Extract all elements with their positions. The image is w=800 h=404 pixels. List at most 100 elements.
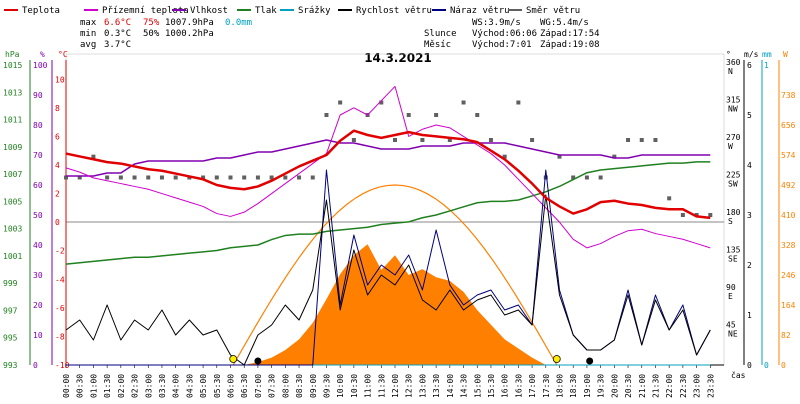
humidity-tick: 90 <box>33 91 43 100</box>
rain-tick: 0 <box>764 361 769 370</box>
direction-deg-tick: 360 <box>726 58 741 67</box>
stats-min-label: min <box>80 29 96 39</box>
pressure-tick: 1011 <box>3 116 22 125</box>
unit-w: W <box>783 50 788 59</box>
wind-direction-point <box>91 154 96 159</box>
pressure-tick: 1005 <box>3 197 22 206</box>
humidity-tick: 70 <box>33 151 43 160</box>
direction-compass-tick: E <box>728 292 733 301</box>
temp-tick: -10 <box>55 361 70 370</box>
pressure-tick: 993 <box>3 361 18 370</box>
humidity-tick: 80 <box>33 121 43 130</box>
legend-vlhkost: Vlhkost <box>190 6 228 16</box>
x-tick-label: 12:30 <box>405 374 414 398</box>
stats-avg-label: avg <box>80 40 96 50</box>
wind-direction-point <box>146 175 151 180</box>
wind-direction-point <box>571 175 576 180</box>
wind-direction-point <box>516 100 521 105</box>
stats-block: max min avg 6.6°C 0.3°C 3.7°C 75% 50% 10… <box>80 18 600 50</box>
solar-tick: 164 <box>781 301 796 310</box>
x-tick-label: 08:00 <box>281 374 290 398</box>
series-line-přízemní-teplota <box>65 85 711 249</box>
wind-direction-point <box>118 175 123 180</box>
wind-direction-point <box>626 138 631 142</box>
temp-tick: 8 <box>55 104 60 113</box>
temp-tick: -8 <box>55 332 65 341</box>
stats-press-min: 1000.2hPa <box>165 29 214 39</box>
x-tick-label: 03:00 <box>144 374 153 398</box>
x-tick-label: 11:00 <box>364 374 373 398</box>
direction-deg-tick: 225 <box>726 171 741 180</box>
wind-direction-point <box>324 113 329 117</box>
wind-direction-point <box>351 138 356 142</box>
wind-direction-point <box>159 175 164 180</box>
pressure-tick: 1015 <box>3 61 22 70</box>
wind-direction-point <box>77 175 82 180</box>
x-tick-label: 13:30 <box>432 374 441 398</box>
stats-rain-max: 0.0mm <box>225 18 252 28</box>
wind-direction-point <box>584 175 589 180</box>
unit-temp: °C <box>58 50 68 59</box>
solar-tick: 410 <box>781 211 796 220</box>
direction-deg-tick: 270 <box>726 133 741 142</box>
stats-wg: WG:5.4m/s <box>540 18 589 28</box>
x-tick-label: 06:30 <box>240 374 249 398</box>
temp-tick: -2 <box>55 247 65 256</box>
x-tick-label: 05:30 <box>213 374 222 398</box>
x-tick-label: 18:00 <box>556 374 565 398</box>
x-tick-label: 09:00 <box>309 374 318 398</box>
x-tick-label: 17:30 <box>542 374 551 398</box>
stats-sunset: Západ:17:54 <box>540 29 600 39</box>
x-tick-label: 13:00 <box>418 374 427 398</box>
wind-tick: 2 <box>747 261 752 270</box>
unit-hpa: hPa <box>5 50 20 59</box>
wind-direction-point <box>105 175 110 180</box>
legend-rychlost-vetru: Rychlost větru <box>356 6 432 16</box>
x-tick-label: 00:30 <box>76 374 85 398</box>
unit-pct: % <box>40 50 45 59</box>
direction-compass-tick: NW <box>728 105 738 114</box>
wind-direction-point <box>269 175 274 180</box>
wind-tick: 3 <box>747 211 752 220</box>
wind-direction-point <box>310 175 315 180</box>
pressure-tick: 1013 <box>3 88 22 97</box>
wind-direction-point <box>653 138 658 142</box>
temp-tick: 10 <box>55 75 65 84</box>
temp-tick: 4 <box>55 161 60 170</box>
stats-press-max: 1007.9hPa <box>165 18 214 28</box>
stats-hum-max: 75% <box>143 18 160 28</box>
x-tick-label: 18:30 <box>569 374 578 398</box>
x-tick-label: 22:30 <box>679 374 688 398</box>
solar-radiation-area <box>244 244 546 365</box>
x-axis-labels: 00:00 00:30 01:00 01:30 02:00 02:30 03:00 03:30… <box>62 365 715 398</box>
direction-deg-tick: 90 <box>726 283 736 292</box>
wind-direction-point <box>338 100 343 105</box>
x-tick-label: 17:00 <box>528 374 537 398</box>
x-tick-label: 01:30 <box>103 374 112 398</box>
solar-tick: 738 <box>781 91 796 100</box>
solar-tick: 0 <box>781 361 786 370</box>
x-tick-label: 02:30 <box>131 374 140 398</box>
series-line-rychlost-větru <box>65 194 711 366</box>
wind-tick: 5 <box>747 111 752 120</box>
x-tick-label: 11:30 <box>377 374 386 398</box>
legend-teplota: Teplota <box>22 6 60 16</box>
humidity-tick: 40 <box>33 241 43 250</box>
legend-smer-vetru: Směr větru <box>526 6 580 16</box>
humidity-tick: 10 <box>33 331 43 340</box>
pressure-tick: 1009 <box>3 143 22 152</box>
x-tick-label: 07:30 <box>268 374 277 398</box>
x-tick-label: 20:00 <box>610 374 619 398</box>
x-tick-label: 09:30 <box>322 374 331 398</box>
temp-tick: -6 <box>55 304 65 313</box>
solar-tick: 328 <box>781 241 796 250</box>
humidity-tick: 60 <box>33 181 43 190</box>
wind-direction-point <box>612 154 617 159</box>
direction-compass-tick: N <box>728 67 733 76</box>
humidity-tick: 50 <box>33 211 43 220</box>
direction-compass-tick: NE <box>728 330 738 339</box>
chart-title: 14.3.2021 <box>364 51 432 65</box>
legend-prizemni-teplota: Přízemní teplota <box>102 6 189 16</box>
